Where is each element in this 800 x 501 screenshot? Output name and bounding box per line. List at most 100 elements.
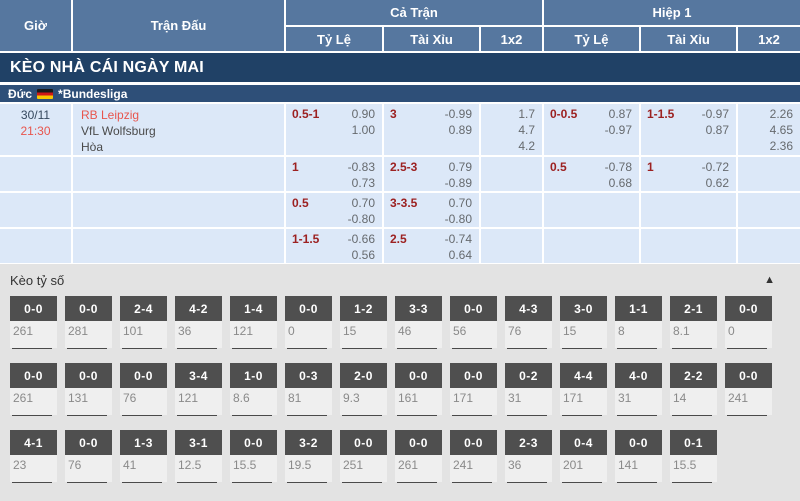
score-box[interactable]: 0-0 <box>725 296 772 321</box>
score-box[interactable]: 0-0 <box>285 296 332 321</box>
score-box[interactable]: 0-0 <box>65 296 112 321</box>
h1-1x2-cell[interactable]: 2.26 4.65 2.36 <box>738 104 800 155</box>
ft-over-under-cell[interactable]: 3-3.5 0.70 -0.80 <box>384 193 479 227</box>
score-box[interactable]: 2-2 <box>670 363 717 388</box>
score-odds-value[interactable]: 0 <box>285 321 332 348</box>
score-box[interactable]: 0-0 <box>340 430 387 455</box>
h1-handicap-cell-odd[interactable]: 0.68 <box>608 176 632 190</box>
score-odds-value[interactable]: 46 <box>395 321 442 348</box>
ft-handicap-cell-odd[interactable]: 0.73 <box>351 176 375 190</box>
score-box[interactable]: 0-0 <box>395 363 442 388</box>
score-box[interactable]: 0-0 <box>615 430 662 455</box>
score-odds-value[interactable]: 171 <box>450 388 497 415</box>
h1-handicap-cell[interactable]: 0-0.5 0.87 -0.97 <box>544 104 639 155</box>
score-box[interactable]: 0-0 <box>450 430 497 455</box>
score-box[interactable]: 0-0 <box>230 430 277 455</box>
score-box[interactable]: 0-0 <box>450 363 497 388</box>
h1-over-under-cell-odd[interactable]: -0.97 <box>701 107 729 121</box>
ft-over-under-cell-odd[interactable]: 0.79 <box>448 160 472 174</box>
score-box[interactable]: 2-4 <box>120 296 167 321</box>
score-box[interactable]: 3-1 <box>175 430 222 455</box>
score-odds-value[interactable]: 56 <box>450 321 497 348</box>
score-box[interactable]: 1-2 <box>340 296 387 321</box>
ft-handicap-cell-odd[interactable]: 0.56 <box>351 248 375 262</box>
league-row[interactable]: Đức *Bundesliga <box>0 85 800 102</box>
ft-1x2-cell-odd[interactable]: 4.2 <box>518 139 535 153</box>
score-box[interactable]: 0-1 <box>670 430 717 455</box>
score-odds-value[interactable]: 15.5 <box>230 455 277 482</box>
score-odds-value[interactable]: 15 <box>560 321 607 348</box>
score-box[interactable]: 0-0 <box>395 430 442 455</box>
score-odds-value[interactable]: 9.3 <box>340 388 387 415</box>
h1-handicap-cell-odd[interactable]: 0.87 <box>608 107 632 121</box>
ft-over-under-cell-odd[interactable]: -0.80 <box>444 212 472 226</box>
ft-over-under-cell[interactable]: 2.5 -0.74 0.64 <box>384 229 479 263</box>
score-odds-value[interactable]: 19.5 <box>285 455 332 482</box>
score-odds-value[interactable]: 261 <box>10 388 57 415</box>
score-box[interactable]: 3-2 <box>285 430 332 455</box>
score-box[interactable]: 1-4 <box>230 296 277 321</box>
score-box[interactable]: 3-4 <box>175 363 222 388</box>
ft-handicap-cell-odd[interactable]: -0.66 <box>347 232 375 246</box>
h1-handicap-cell-odd[interactable]: -0.78 <box>604 160 632 174</box>
score-odds-value[interactable]: 101 <box>120 321 167 348</box>
score-box[interactable]: 0-0 <box>65 430 112 455</box>
ft-over-under-cell-odd[interactable]: -0.74 <box>444 232 472 246</box>
score-odds-value[interactable]: 23 <box>10 455 57 482</box>
score-odds-value[interactable]: 8.6 <box>230 388 277 415</box>
score-box[interactable]: 0-2 <box>505 363 552 388</box>
score-box[interactable]: 1-1 <box>615 296 662 321</box>
score-box[interactable]: 1-0 <box>230 363 277 388</box>
ft-handicap-cell-odd[interactable]: -0.83 <box>347 160 375 174</box>
ft-handicap-cell-odd[interactable]: 0.70 <box>351 196 375 210</box>
score-odds-value[interactable]: 8 <box>615 321 662 348</box>
score-box[interactable]: 3-3 <box>395 296 442 321</box>
score-odds-value[interactable]: 241 <box>725 388 772 415</box>
score-odds-value[interactable]: 36 <box>175 321 222 348</box>
score-odds-value[interactable]: 76 <box>505 321 552 348</box>
score-odds-value[interactable]: 31 <box>505 388 552 415</box>
score-odds-value[interactable]: 201 <box>560 455 607 482</box>
score-odds-value[interactable]: 31 <box>615 388 662 415</box>
h1-over-under-cell[interactable]: 1-1.5 -0.97 0.87 <box>641 104 736 155</box>
ft-over-under-cell[interactable]: 3 -0.99 0.89 <box>384 104 479 155</box>
score-odds-value[interactable]: 14 <box>670 388 717 415</box>
ft-over-under-cell-odd[interactable]: -0.99 <box>444 107 472 121</box>
ft-1x2-cell-odd[interactable]: 1.7 <box>518 107 535 121</box>
ft-handicap-cell-odd[interactable]: 1.00 <box>351 123 375 137</box>
score-odds-value[interactable]: 8.1 <box>670 321 717 348</box>
h1-over-under-cell[interactable]: 1 -0.72 0.62 <box>641 157 736 191</box>
score-box[interactable]: 2-0 <box>340 363 387 388</box>
score-box[interactable]: 0-0 <box>10 363 57 388</box>
score-odds-value[interactable]: 15 <box>340 321 387 348</box>
ft-handicap-cell-odd[interactable]: -0.80 <box>347 212 375 226</box>
away-team-link[interactable]: VfL Wolfsburg <box>81 124 156 138</box>
score-odds-value[interactable]: 241 <box>450 455 497 482</box>
ft-over-under-cell-odd[interactable]: -0.89 <box>444 176 472 190</box>
ft-over-under-cell-odd[interactable]: 0.70 <box>448 196 472 210</box>
score-box[interactable]: 0-0 <box>65 363 112 388</box>
score-odds-value[interactable]: 161 <box>395 388 442 415</box>
ft-1x2-cell[interactable]: 1.7 4.7 4.2 <box>481 104 542 155</box>
score-box[interactable]: 2-1 <box>670 296 717 321</box>
h1-over-under-cell-odd[interactable]: -0.72 <box>701 160 729 174</box>
score-odds-value[interactable]: 121 <box>230 321 277 348</box>
score-odds-value[interactable]: 0 <box>725 321 772 348</box>
h1-1x2-cell-odd[interactable]: 2.26 <box>769 107 793 121</box>
score-box[interactable]: 4-2 <box>175 296 222 321</box>
score-odds-value[interactable]: 131 <box>65 388 112 415</box>
score-odds-value[interactable]: 261 <box>395 455 442 482</box>
score-box[interactable]: 0-0 <box>120 363 167 388</box>
score-odds-value[interactable]: 121 <box>175 388 222 415</box>
score-box[interactable]: 4-3 <box>505 296 552 321</box>
score-odds-value[interactable]: 76 <box>65 455 112 482</box>
score-box[interactable]: 4-0 <box>615 363 662 388</box>
ft-handicap-cell-odd[interactable]: 0.90 <box>351 107 375 121</box>
score-box[interactable]: 0-4 <box>560 430 607 455</box>
score-odds-value[interactable]: 171 <box>560 388 607 415</box>
score-odds-value[interactable]: 261 <box>10 321 57 348</box>
ft-handicap-cell[interactable]: 1-1.5 -0.66 0.56 <box>286 229 382 263</box>
score-odds-value[interactable]: 15.5 <box>670 455 717 482</box>
ft-handicap-cell[interactable]: 1 -0.83 0.73 <box>286 157 382 191</box>
h1-over-under-cell-odd[interactable]: 0.87 <box>705 123 729 137</box>
